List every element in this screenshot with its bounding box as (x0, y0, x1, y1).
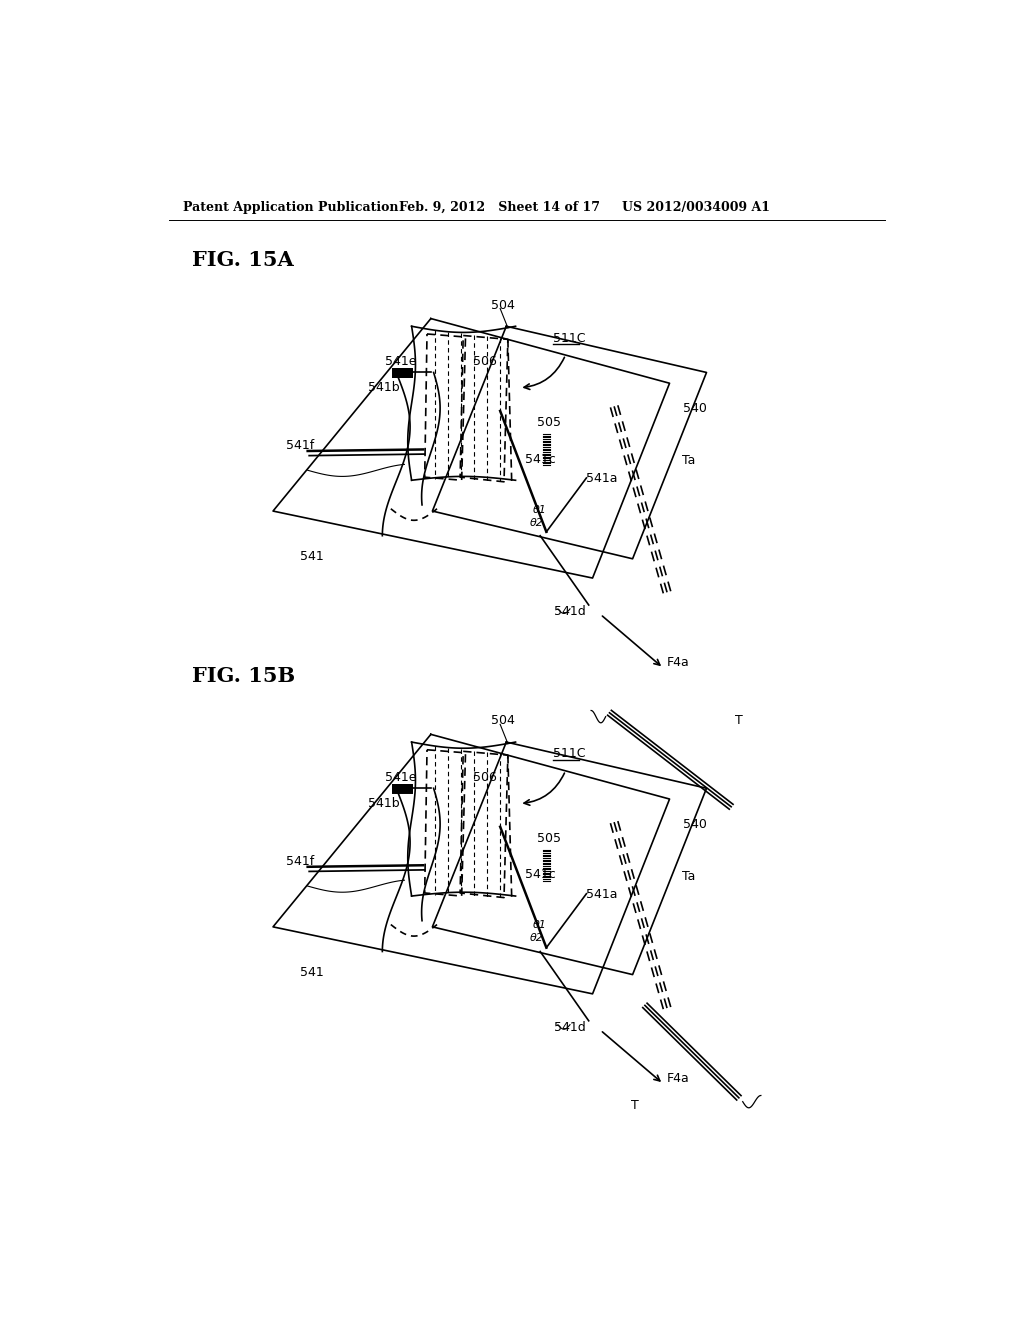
Text: 504: 504 (490, 298, 515, 312)
Text: F4a: F4a (668, 656, 690, 669)
Text: 541f: 541f (286, 440, 314, 453)
Text: θ2: θ2 (529, 933, 544, 944)
Text: Patent Application Publication: Patent Application Publication (183, 201, 398, 214)
Text: 540: 540 (683, 403, 708, 416)
Text: 506: 506 (473, 771, 497, 784)
Text: Ta: Ta (682, 870, 695, 883)
Text: FIG. 15A: FIG. 15A (193, 251, 294, 271)
Text: 541a: 541a (587, 471, 617, 484)
Text: 505: 505 (538, 832, 561, 845)
Text: 504: 504 (490, 714, 515, 727)
Text: Feb. 9, 2012   Sheet 14 of 17: Feb. 9, 2012 Sheet 14 of 17 (398, 201, 599, 214)
Text: US 2012/0034009 A1: US 2012/0034009 A1 (622, 201, 770, 214)
Text: 511C: 511C (553, 331, 585, 345)
Text: 540: 540 (683, 818, 708, 832)
Text: T: T (631, 1100, 639, 1113)
Text: Ta: Ta (682, 454, 695, 467)
Text: 541a: 541a (587, 887, 617, 900)
Text: 541d: 541d (554, 1020, 586, 1034)
Text: FIG. 15B: FIG. 15B (193, 667, 295, 686)
Text: 541c: 541c (524, 869, 556, 882)
Text: 505: 505 (538, 416, 561, 429)
Text: 541: 541 (300, 966, 324, 979)
Text: 541: 541 (300, 550, 324, 564)
Text: 541b: 541b (368, 381, 399, 393)
Text: 541b: 541b (368, 797, 399, 809)
Text: 541d: 541d (554, 605, 586, 618)
Text: θ2: θ2 (529, 517, 544, 528)
Text: T: T (735, 714, 742, 727)
Text: 541f: 541f (286, 855, 314, 869)
Text: F4a: F4a (668, 1072, 690, 1085)
Text: 511C: 511C (553, 747, 585, 760)
Text: 541e: 541e (385, 771, 416, 784)
Text: 541e: 541e (385, 355, 416, 368)
Text: 541c: 541c (524, 453, 556, 466)
Text: 506: 506 (473, 355, 497, 368)
Text: θ1: θ1 (532, 920, 547, 931)
Text: θ1: θ1 (532, 504, 547, 515)
